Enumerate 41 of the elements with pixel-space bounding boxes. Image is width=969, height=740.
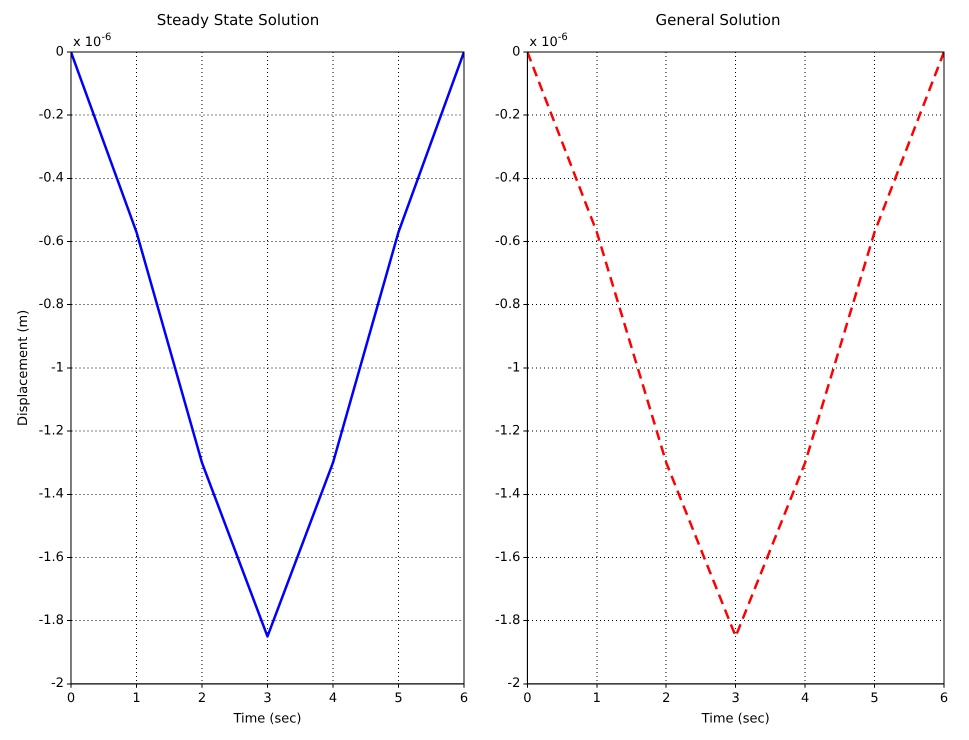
- x-tick-label: 2: [198, 690, 206, 706]
- y-tick-label: -1.4: [38, 486, 64, 502]
- y-tick-label: -1: [50, 360, 64, 376]
- x-tick-label: 0: [523, 690, 532, 706]
- y-axis-title: Displacement (m): [16, 310, 32, 426]
- y-tick-label: -1.6: [38, 550, 64, 565]
- y-tick-label: -0.4: [38, 170, 64, 186]
- x-tick-label: 3: [263, 690, 272, 706]
- chart-title: General Solution: [656, 10, 780, 29]
- y-tick-label: -0.6: [494, 234, 520, 249]
- y-tick-label: -1.6: [494, 550, 520, 565]
- y-tick-label: -0.8: [494, 297, 520, 312]
- x-tick-label: 2: [662, 690, 670, 706]
- x-tick-label: 5: [870, 690, 879, 706]
- y-tick-label: -0.2: [38, 108, 64, 123]
- x-tick-label: 3: [732, 690, 740, 706]
- y-tick-label: 0: [512, 44, 520, 60]
- y-tick-label: -1.4: [494, 486, 520, 502]
- y-tick-label: -2: [507, 676, 520, 692]
- y-tick-label: -0.4: [494, 170, 520, 186]
- y-tick-label: -1: [507, 360, 520, 376]
- x-tick-label: 0: [66, 690, 76, 706]
- x-tick-label: 6: [460, 690, 468, 706]
- y-tick-label: 0: [56, 44, 64, 60]
- x-axis-title: Time (sec): [232, 712, 302, 727]
- y-tick-label: -1.8: [494, 612, 520, 628]
- x-tick-label: 1: [132, 690, 141, 706]
- x-tick-label: 1: [592, 690, 601, 706]
- x-axis-title: Time (sec): [700, 712, 770, 727]
- y-tick-label: -0.8: [38, 297, 64, 312]
- chart-title: Steady State Solution: [156, 10, 320, 29]
- x-tick-label: 5: [394, 690, 403, 706]
- x-tick-label: 6: [940, 690, 948, 706]
- y-tick-label: -1.8: [38, 612, 64, 628]
- y-tick-label: -1.2: [38, 423, 64, 438]
- x-tick-label: 4: [328, 690, 338, 706]
- y-tick-label: -2: [50, 676, 64, 692]
- y-tick-label: -1.2: [494, 423, 520, 438]
- x-tick-label: 4: [800, 690, 810, 706]
- y-tick-label: -0.2: [494, 108, 520, 123]
- y-tick-label: -0.6: [38, 234, 64, 249]
